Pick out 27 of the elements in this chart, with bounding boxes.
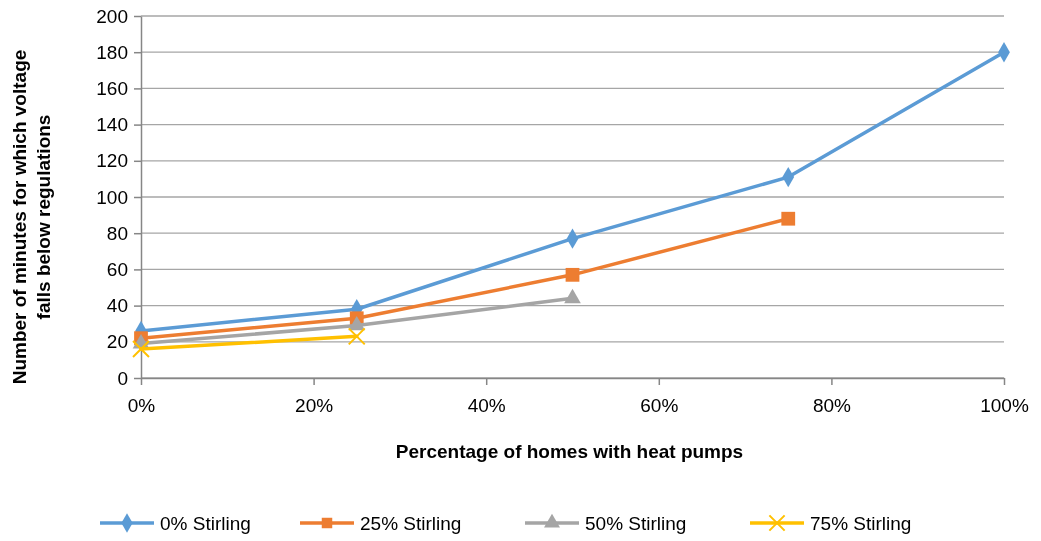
x-tick-label: 20%: [295, 395, 334, 417]
y-axis-title: Number of minutes for which voltage falls below regulations: [9, 49, 54, 385]
legend-label: 50% Stirling: [585, 513, 687, 534]
x-axis-title: Percentage of homes with heat pumps: [395, 441, 744, 462]
y-tick-label: 20: [106, 331, 128, 353]
legend-label: 25% Stirling: [360, 513, 462, 534]
x-tick-label: 100%: [980, 395, 1029, 417]
y-tick-label: 160: [96, 77, 128, 99]
y-tick-label: 140: [96, 114, 128, 136]
y-tick-label: 0: [117, 367, 128, 389]
x-tick-label: 60%: [640, 395, 679, 417]
x-tick-label: 40%: [467, 395, 506, 417]
y-tick-label: 80: [106, 222, 128, 244]
y-tick-label: 60: [106, 258, 128, 280]
y-tick-label: 120: [96, 150, 128, 172]
legend-label: 0% Stirling: [160, 513, 251, 534]
point: [347, 327, 366, 346]
point: [132, 340, 150, 359]
x-tick-label: 80%: [812, 395, 852, 417]
y-tick-label: 100: [96, 186, 128, 208]
point: [565, 267, 580, 282]
point: [781, 211, 796, 226]
y-tick-label: 180: [96, 41, 128, 63]
y-tick-label: 40: [106, 295, 128, 317]
x-tick-label: 0%: [127, 395, 156, 417]
legend-label: 75% Stirling: [810, 513, 912, 534]
y-tick-label: 200: [96, 5, 128, 27]
